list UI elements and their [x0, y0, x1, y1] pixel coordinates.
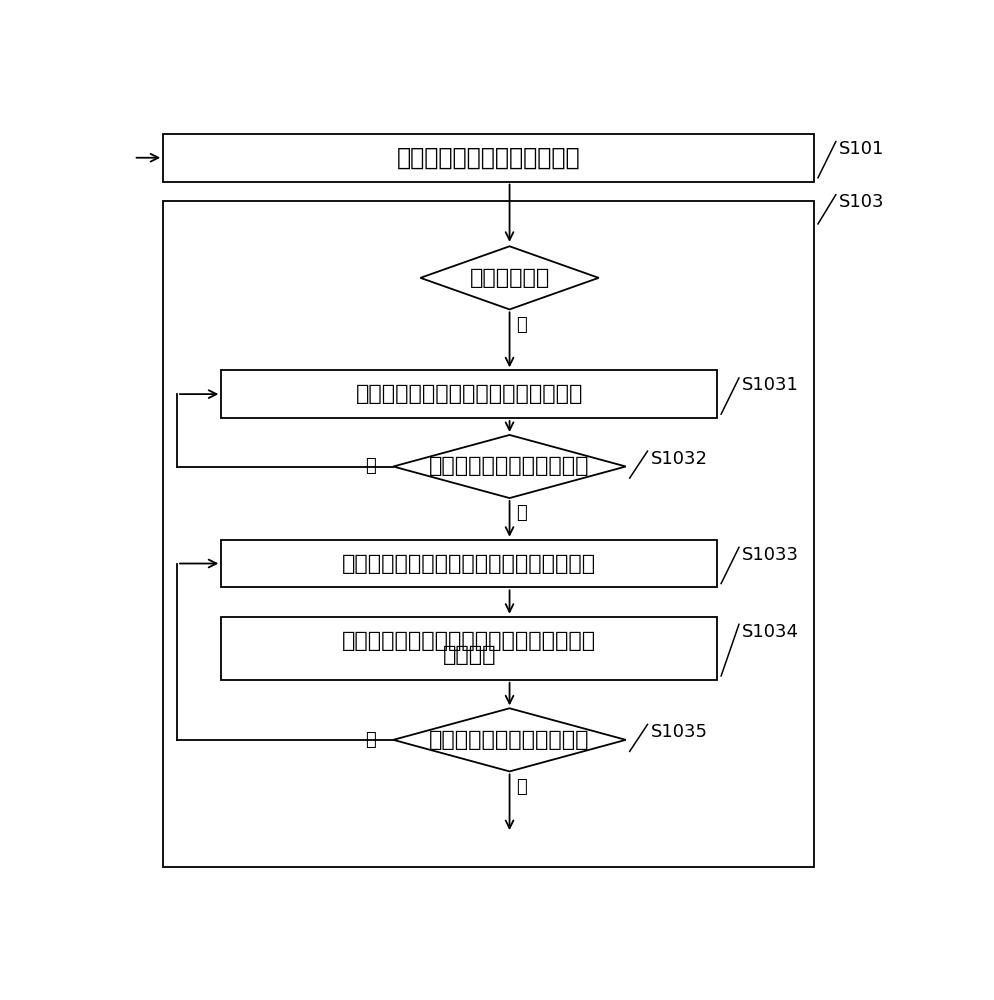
Text: 的特征值: 的特征值	[442, 645, 495, 665]
Polygon shape	[393, 435, 625, 498]
Text: S1034: S1034	[742, 623, 798, 641]
Text: 否: 否	[365, 731, 375, 749]
Text: 记录所述待测断路器分闸时的自由振动信号: 记录所述待测断路器分闸时的自由振动信号	[342, 554, 595, 574]
Text: 判断分闸位置接点是否闭合: 判断分闸位置接点是否闭合	[428, 730, 589, 750]
Text: S1032: S1032	[650, 450, 707, 468]
Text: S101: S101	[838, 140, 884, 158]
Text: 分闸指令有效: 分闸指令有效	[469, 268, 549, 288]
Text: S1033: S1033	[742, 546, 798, 564]
Bar	[221, 540, 717, 587]
Bar	[221, 617, 717, 680]
Text: S103: S103	[838, 193, 884, 211]
Bar	[163, 201, 813, 867]
Text: S1035: S1035	[650, 723, 707, 741]
Text: 是: 是	[515, 778, 526, 796]
Bar	[221, 370, 717, 418]
Text: S1031: S1031	[742, 376, 798, 394]
Polygon shape	[420, 246, 598, 309]
Bar	[163, 134, 813, 182]
Text: 判断分闸位置接点是否闭合: 判断分闸位置接点是否闭合	[428, 456, 589, 477]
Text: 提取所述待测断路器分闸时的自由振动信号: 提取所述待测断路器分闸时的自由振动信号	[342, 631, 595, 651]
Text: 是: 是	[515, 504, 526, 522]
Polygon shape	[393, 708, 625, 771]
Text: 否: 否	[365, 458, 375, 476]
Text: 实时监测分闸指令和合闸指令: 实时监测分闸指令和合闸指令	[397, 146, 580, 170]
Text: 是: 是	[515, 316, 526, 334]
Text: 记录待测断路器分闸时的受迫振动信号: 记录待测断路器分闸时的受迫振动信号	[355, 384, 582, 404]
